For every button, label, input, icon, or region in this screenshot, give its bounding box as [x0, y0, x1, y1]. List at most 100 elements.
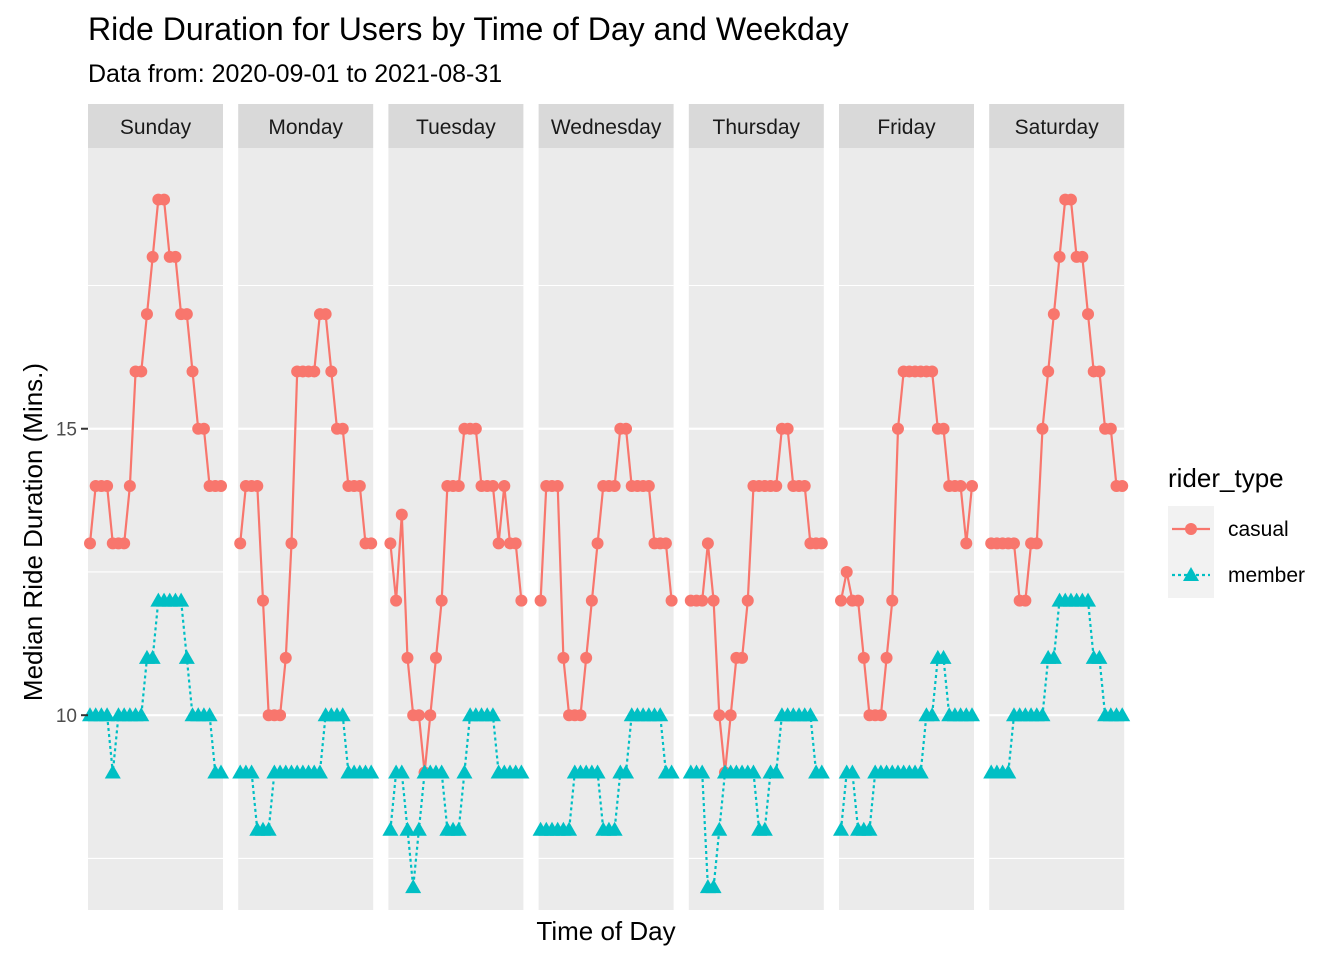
point-casual [197, 422, 210, 435]
point-casual [713, 709, 726, 722]
point-member [861, 821, 878, 836]
point-casual [1019, 594, 1032, 607]
point-casual [158, 193, 171, 206]
facet-strip [839, 104, 974, 148]
facet-strip-label: Tuesday [416, 116, 496, 139]
point-casual [325, 365, 338, 378]
point-member [513, 764, 530, 779]
point-casual [1007, 537, 1020, 550]
point-casual [401, 651, 414, 664]
point-casual [424, 709, 437, 722]
point-casual [515, 594, 528, 607]
point-member [334, 707, 351, 722]
point-casual [954, 480, 967, 493]
point-member [912, 764, 929, 779]
panel-background [88, 148, 223, 910]
facet-strip [688, 104, 824, 148]
point-casual [186, 365, 199, 378]
point-member [833, 821, 849, 836]
legend: rider_type casual member [1168, 463, 1305, 598]
point-casual [1036, 422, 1049, 435]
point-casual [891, 422, 904, 435]
point-casual [736, 651, 749, 664]
point-casual [274, 709, 287, 722]
point-casual [701, 537, 714, 550]
point-casual [815, 537, 828, 550]
panel-background [538, 148, 674, 910]
panel-background [989, 148, 1125, 910]
point-casual [724, 709, 737, 722]
point-casual [874, 709, 887, 722]
facet-panel-wednesday: Wednesday [532, 104, 680, 910]
facet-panel-sunday: Sunday [82, 104, 229, 910]
point-casual [852, 594, 865, 607]
point-casual [319, 308, 332, 321]
y-tick-label: 15 [56, 420, 77, 441]
point-casual [926, 365, 939, 378]
point-member [663, 764, 680, 779]
point-casual [620, 422, 633, 435]
facet-strip [989, 104, 1125, 148]
point-casual [412, 709, 425, 722]
point-casual [696, 594, 709, 607]
point-casual [741, 594, 754, 607]
point-casual [215, 480, 227, 493]
point-member [1034, 707, 1051, 722]
point-casual [1064, 193, 1077, 206]
point-casual [180, 308, 193, 321]
legend-label-member: member [1228, 564, 1305, 587]
point-member [311, 764, 328, 779]
facet-strip [538, 104, 674, 148]
point-casual [591, 537, 604, 550]
point-casual [1076, 250, 1089, 263]
point-member [178, 649, 195, 664]
point-member [410, 821, 427, 836]
point-casual [452, 480, 465, 493]
point-casual [469, 422, 482, 435]
point-casual [336, 422, 349, 435]
point-member [433, 764, 450, 779]
point-casual [551, 480, 564, 493]
facet-panels: Sunday Monday Tuesday Wednesday Thursday Frid… [82, 104, 1131, 910]
chart-subtitle: Data from: 2020-09-01 to 2021-08-31 [88, 60, 502, 88]
point-casual [835, 594, 847, 607]
point-member [104, 764, 121, 779]
point-casual [390, 594, 403, 607]
facet-strip-label: Wednesday [551, 116, 662, 139]
facet-strip-label: Thursday [713, 116, 801, 139]
point-casual [84, 537, 96, 550]
point-member [1080, 592, 1097, 607]
point-casual [781, 422, 794, 435]
point-member [144, 649, 161, 664]
facet-strip [388, 104, 524, 148]
point-member [260, 821, 277, 836]
point-member [133, 707, 150, 722]
point-casual [642, 480, 655, 493]
point-casual [365, 537, 378, 550]
point-member [618, 764, 635, 779]
point-member [1045, 649, 1062, 664]
legend-marker-member [1183, 567, 1199, 581]
y-axis: 10 15 [56, 420, 88, 727]
point-member [382, 821, 399, 836]
point-casual [140, 308, 153, 321]
chart-title: Ride Duration for Users by Time of Day a… [88, 11, 849, 47]
facet-strip-label: Saturday [1015, 116, 1100, 139]
point-casual [580, 651, 593, 664]
panel-background [839, 148, 974, 910]
point-casual [285, 537, 298, 550]
facet-panel-monday: Monday [232, 104, 380, 910]
facet-panel-friday: Friday [833, 104, 980, 910]
point-casual [665, 594, 678, 607]
point-member [589, 764, 606, 779]
facet-strip-label: Sunday [120, 116, 192, 139]
legend-marker-casual [1185, 523, 1197, 535]
point-member [813, 764, 830, 779]
point-member [399, 821, 416, 836]
point-member [1091, 649, 1108, 664]
facet-strip [88, 104, 223, 148]
point-casual [840, 565, 853, 578]
point-member [363, 764, 380, 779]
point-member [964, 707, 980, 722]
point-member [935, 649, 952, 664]
